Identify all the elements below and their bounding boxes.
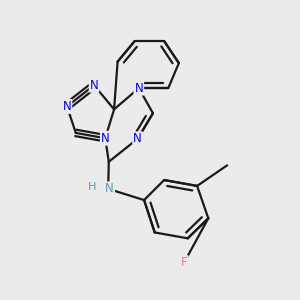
Text: N: N (134, 82, 143, 95)
Text: F: F (181, 256, 188, 269)
Text: N: N (105, 182, 114, 195)
Text: N: N (63, 100, 71, 113)
Text: H: H (88, 182, 96, 192)
Text: N: N (133, 132, 142, 145)
Text: N: N (101, 132, 110, 145)
Text: N: N (90, 79, 98, 92)
